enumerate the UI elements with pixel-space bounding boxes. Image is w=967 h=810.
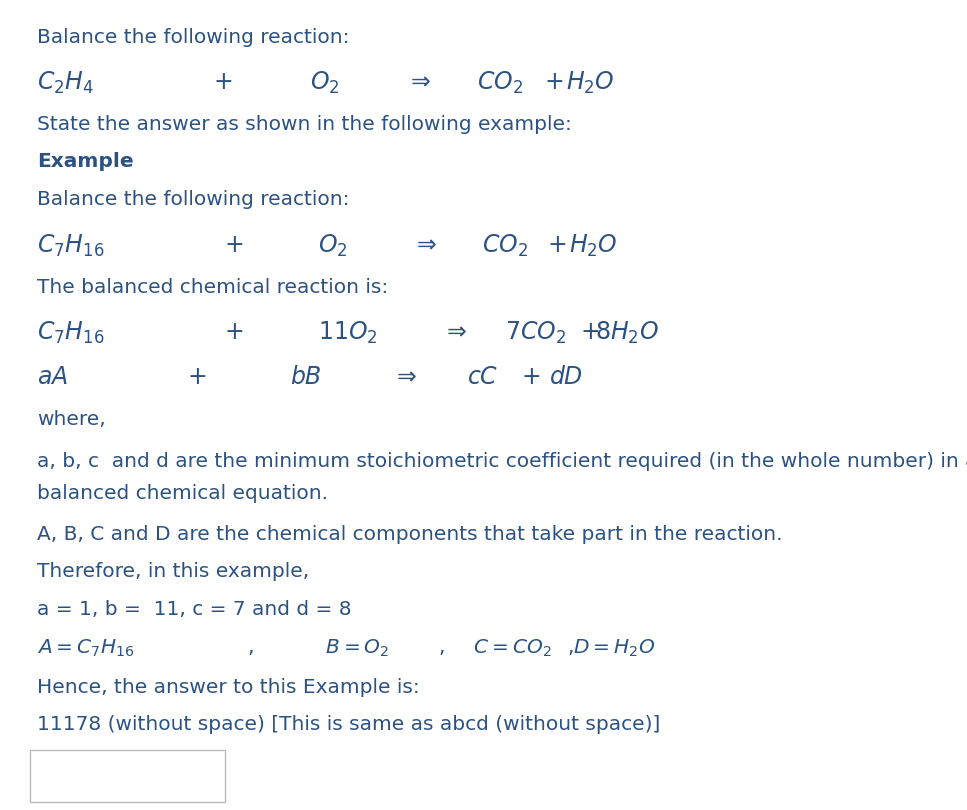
Text: $+$: $+$ [537, 70, 566, 94]
Text: $CO_2$: $CO_2$ [482, 233, 528, 259]
Text: State the answer as shown in the following example:: State the answer as shown in the followi… [37, 115, 571, 134]
Text: $dD$: $dD$ [548, 365, 583, 389]
Text: Example: Example [37, 152, 133, 171]
Text: a = 1, b =  11, c = 7 and d = 8: a = 1, b = 11, c = 7 and d = 8 [37, 600, 351, 619]
Text: $+$: $+$ [217, 233, 246, 257]
Text: $C = CO_2$: $C = CO_2$ [467, 638, 551, 659]
FancyBboxPatch shape [30, 750, 225, 802]
Text: $O_2$: $O_2$ [310, 70, 339, 96]
Text: $,$: $,$ [568, 638, 573, 657]
Text: $C_7H_{16}$: $C_7H_{16}$ [37, 233, 104, 259]
Text: $\Rightarrow$: $\Rightarrow$ [427, 320, 481, 344]
Text: $8H_2O$: $8H_2O$ [595, 320, 659, 346]
Text: where,: where, [37, 410, 105, 429]
Text: $+$: $+$ [206, 70, 236, 94]
Text: $D = H_2O$: $D = H_2O$ [567, 638, 656, 659]
Text: A, B, C and D are the chemical components that take part in the reaction.: A, B, C and D are the chemical component… [37, 525, 782, 544]
Text: $A = C_7H_{16}$: $A = C_7H_{16}$ [37, 638, 134, 659]
Text: $\Rightarrow$: $\Rightarrow$ [391, 70, 444, 94]
Text: $B = O_2$: $B = O_2$ [318, 638, 389, 659]
Text: The balanced chemical reaction is:: The balanced chemical reaction is: [37, 278, 388, 297]
Text: Balance the following reaction:: Balance the following reaction: [37, 28, 349, 47]
Text: $H_2O$: $H_2O$ [566, 70, 615, 96]
Text: balanced chemical equation.: balanced chemical equation. [37, 484, 328, 503]
Text: 11178 (without space) [This is same as abcd (without space)]: 11178 (without space) [This is same as a… [37, 715, 660, 734]
Text: $O_2$: $O_2$ [318, 233, 347, 259]
Text: Balance the following reaction:: Balance the following reaction: [37, 190, 349, 209]
Text: $C_2H_4$: $C_2H_4$ [37, 70, 94, 96]
Text: $\Rightarrow$: $\Rightarrow$ [396, 233, 451, 257]
Text: $+$: $+$ [181, 365, 210, 389]
Text: $+$: $+$ [541, 233, 570, 257]
Text: $aA$: $aA$ [37, 365, 68, 389]
Text: $C_7H_{16}$: $C_7H_{16}$ [37, 320, 104, 346]
Text: $H_2O$: $H_2O$ [569, 233, 618, 259]
Text: $,$: $,$ [438, 638, 445, 657]
Text: $,$: $,$ [247, 638, 253, 657]
Text: $+$: $+$ [514, 365, 543, 389]
Text: $cC$: $cC$ [467, 365, 498, 389]
Text: a, b, c  and d are the minimum stoichiometric coefficient required (in the whole: a, b, c and d are the minimum stoichiome… [37, 452, 967, 471]
Text: $CO_2$: $CO_2$ [477, 70, 523, 96]
Text: Hence, the answer to this Example is:: Hence, the answer to this Example is: [37, 678, 420, 697]
Text: $+$: $+$ [573, 320, 602, 344]
Text: $+$: $+$ [217, 320, 246, 344]
Text: $\Rightarrow$: $\Rightarrow$ [377, 365, 431, 389]
Text: $7CO_2$: $7CO_2$ [506, 320, 567, 346]
Text: $bB$: $bB$ [290, 365, 322, 389]
Text: Therefore, in this example,: Therefore, in this example, [37, 562, 309, 581]
Text: $11O_2$: $11O_2$ [318, 320, 378, 346]
